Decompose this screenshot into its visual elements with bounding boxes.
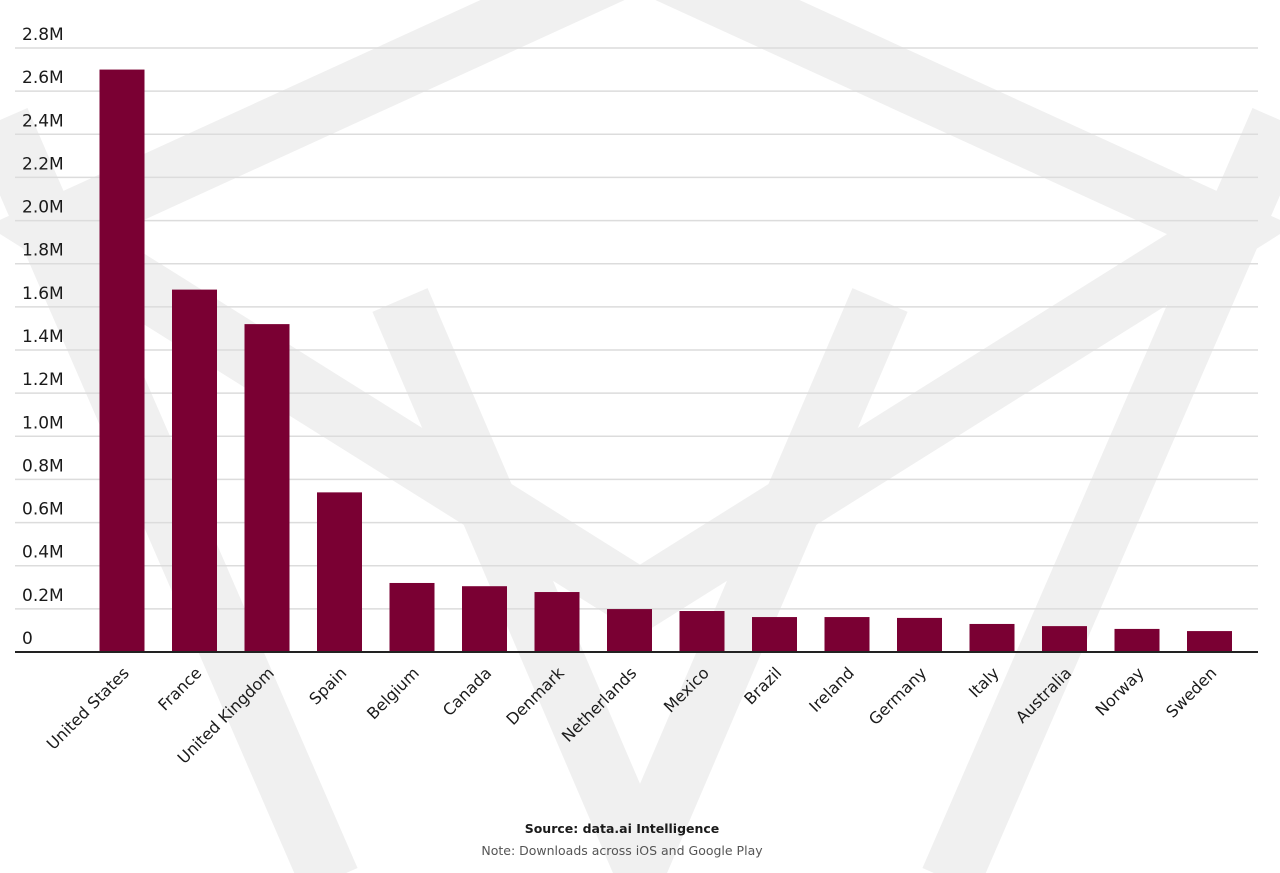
y-tick-label: 0.2M (22, 586, 64, 606)
bar (969, 623, 1015, 652)
x-tick-label: France (154, 663, 205, 714)
x-tick-label: United States (43, 663, 133, 753)
y-tick-label: 2.2M (22, 154, 64, 174)
y-tick-label: 0.8M (22, 456, 64, 476)
bar (897, 617, 942, 652)
bar (1114, 628, 1160, 652)
x-tick-label: Ireland (805, 663, 858, 716)
x-tick-label: Spain (305, 663, 350, 708)
y-tick-label: 2.4M (22, 111, 64, 131)
note: Note: Downloads across iOS and Google Pl… (481, 843, 763, 858)
bar (679, 611, 725, 652)
bar (1187, 631, 1232, 652)
x-tick-label: Italy (965, 663, 1003, 701)
bar (534, 592, 580, 652)
bar (244, 324, 290, 652)
bar (172, 289, 217, 652)
x-tick-label: Belgium (363, 663, 423, 723)
y-tick-label: 0.6M (22, 500, 64, 520)
y-tick-label: 2.0M (22, 198, 64, 218)
bar (99, 69, 145, 653)
y-tick-label: 1.6M (22, 284, 64, 304)
x-tick-label: Canada (439, 663, 495, 719)
bar (824, 617, 870, 652)
bar (1042, 626, 1087, 652)
bar (752, 617, 797, 652)
source: Source: data.ai Intelligence (525, 821, 720, 836)
bar (462, 586, 507, 652)
bar (317, 492, 362, 652)
y-tick-label: 1.4M (22, 327, 64, 347)
y-tick-label: 0 (22, 629, 33, 649)
y-tick-label: 0.4M (22, 543, 64, 563)
y-tick-label: 2.8M (22, 25, 64, 45)
bar (607, 609, 652, 652)
x-tick-label: Germany (865, 663, 930, 728)
y-tick-label: 1.2M (22, 370, 64, 390)
y-tick-label: 1.0M (22, 413, 64, 433)
y-tick-label: 1.8M (22, 241, 64, 261)
x-tick-label: Norway (1091, 663, 1147, 719)
y-tick-label: 2.6M (22, 68, 64, 88)
bar (389, 582, 435, 652)
x-tick-label: Sweden (1162, 663, 1220, 721)
